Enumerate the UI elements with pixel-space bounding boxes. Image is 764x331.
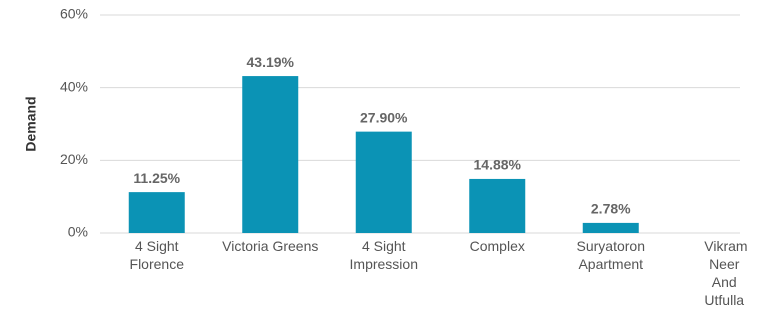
x-tick-label: Vikram Neer And Utfulla [704, 238, 748, 308]
bar [469, 178, 526, 233]
bar [582, 222, 639, 233]
value-label: 27.90% [360, 109, 408, 125]
y-tick-label: 40% [60, 78, 88, 94]
y-tick-label: 60% [60, 6, 88, 22]
y-axis-title: Demand [23, 96, 39, 151]
x-tick-label: Suryatoron Apartment [576, 238, 645, 272]
x-tick-label: 4 Sight Impression [349, 238, 418, 272]
x-tick-label: Victoria Greens [222, 238, 319, 254]
value-label: 11.25% [133, 170, 180, 186]
value-label: 2.78% [591, 201, 631, 217]
y-tick-label: 0% [68, 224, 88, 240]
value-label: 14.88% [474, 157, 522, 173]
y-tick-label: 20% [60, 151, 88, 167]
value-label: 43.19% [247, 54, 295, 70]
x-tick-label: Complex [469, 238, 525, 254]
x-tick-label: 4 Sight Florence [129, 238, 184, 272]
bar [128, 192, 185, 233]
bar [242, 76, 299, 234]
bar [355, 131, 412, 233]
